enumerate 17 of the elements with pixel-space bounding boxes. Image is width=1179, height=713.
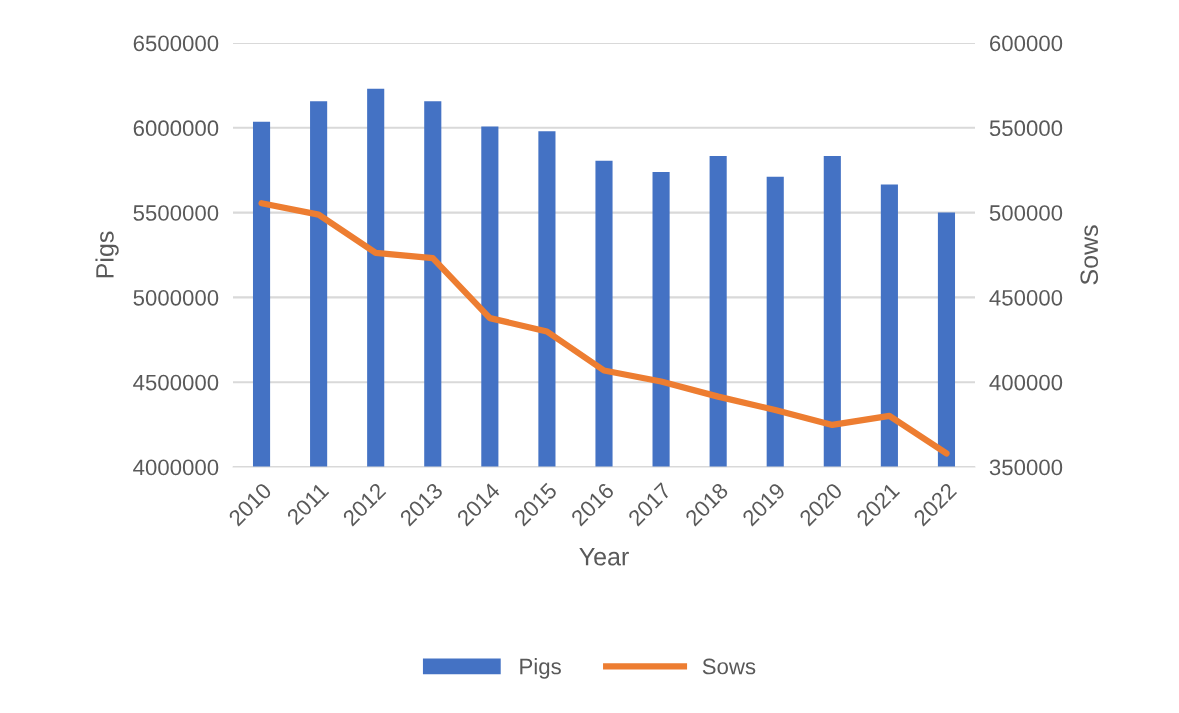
y2-tick-label: 350000 (989, 459, 1063, 476)
y2-tick-label: 600000 (990, 35, 1063, 52)
x-axis-title: Year (579, 548, 629, 566)
y2-tick-label: 450000 (989, 289, 1063, 306)
y-tick-label: 5500000 (133, 205, 219, 221)
y-tick-label: 4500000 (133, 374, 219, 391)
y-tick-label: 6000000 (133, 120, 219, 137)
y-tick-label: 6500000 (133, 35, 219, 52)
y-axis-title: Pigs (95, 231, 119, 278)
y2-tick-label: 550000 (989, 120, 1063, 137)
legend-label: Pigs (520, 658, 561, 679)
y-tick-label: 4000000 (133, 459, 219, 476)
y2-tick-label: 400000 (989, 374, 1063, 391)
y2-tick-label: 500000 (989, 205, 1063, 221)
legend-label: Sows (702, 658, 756, 675)
y-tick-label: 5000000 (133, 289, 219, 306)
y2-axis-title: Sows (1080, 225, 1099, 285)
